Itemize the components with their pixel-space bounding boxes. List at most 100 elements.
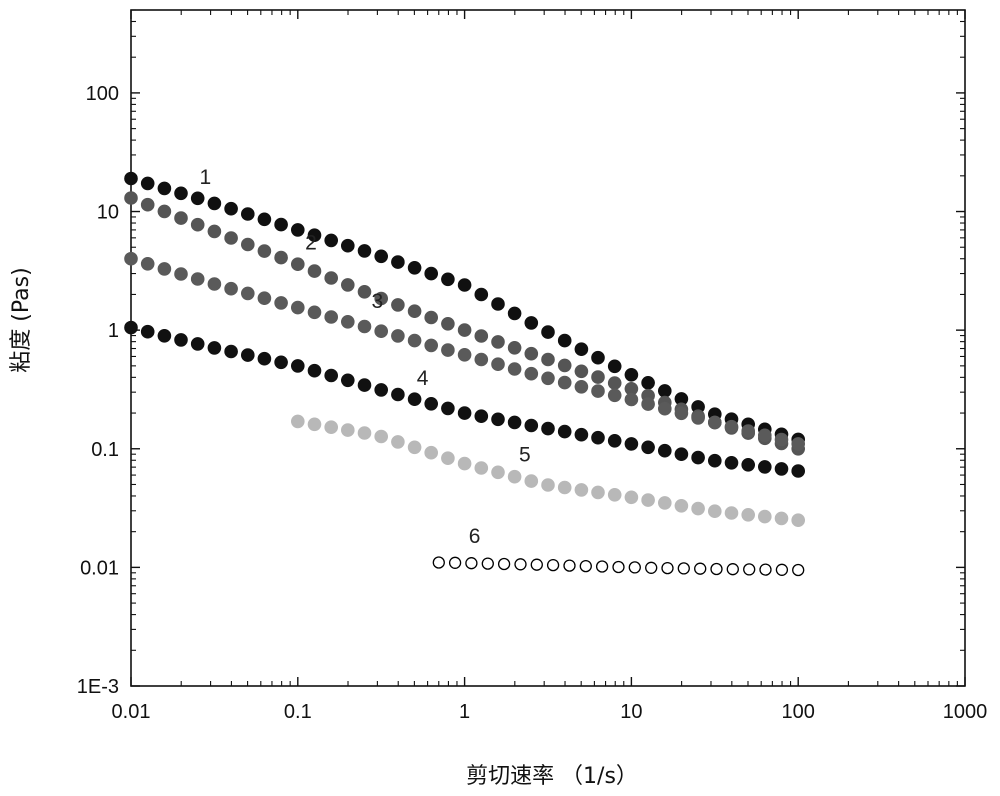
- series-3-point: [191, 273, 204, 286]
- series-3-point: [425, 339, 438, 352]
- series-3-point: [125, 252, 138, 265]
- series-6-point: [760, 564, 771, 575]
- series-2-point: [158, 205, 171, 218]
- series-5-point: [792, 514, 805, 527]
- series-3-point: [208, 278, 221, 291]
- series-4-point: [492, 413, 505, 426]
- series-1-point: [325, 234, 338, 247]
- series-1-point: [375, 250, 388, 263]
- series-5-point: [625, 491, 638, 504]
- series-6-point: [433, 557, 444, 568]
- series-2-point: [458, 324, 471, 337]
- series-4-point: [792, 465, 805, 478]
- series-4-point: [625, 437, 638, 450]
- series-5-point: [692, 502, 705, 515]
- series-2-point: [358, 285, 371, 298]
- series-1-point: [175, 187, 188, 200]
- series-3-point: [391, 329, 404, 342]
- series-4-point: [558, 425, 571, 438]
- series-6-point: [678, 563, 689, 574]
- series-3-point: [658, 402, 671, 415]
- series-6-point: [793, 565, 804, 576]
- series-1-point: [275, 218, 288, 231]
- series-3-point: [458, 348, 471, 361]
- series-5-point: [725, 507, 738, 520]
- series-5-point: [458, 457, 471, 470]
- series-4-point: [275, 356, 288, 369]
- series-3-point: [608, 389, 621, 402]
- series-3-point: [775, 433, 788, 446]
- series-5-point: [408, 441, 421, 454]
- series-1-point: [408, 261, 421, 274]
- series-4-point: [208, 341, 221, 354]
- series-4-point: [341, 374, 354, 387]
- series-2-point: [575, 365, 588, 378]
- series-4-label: 4: [417, 367, 429, 390]
- series-3-point: [275, 296, 288, 309]
- series-4-point: [458, 407, 471, 420]
- series-3-point: [408, 334, 421, 347]
- series-3-point: [358, 320, 371, 333]
- series-5-point: [492, 466, 505, 479]
- series-4-point: [391, 388, 404, 401]
- series-5-point: [742, 508, 755, 521]
- series-1-point: [658, 384, 671, 397]
- series-6-point: [515, 559, 526, 570]
- series-5-point: [558, 481, 571, 494]
- series-3-point: [525, 367, 538, 380]
- series-1-point: [191, 192, 204, 205]
- series-5-point: [441, 452, 454, 465]
- series-3-point: [725, 420, 738, 433]
- series-4-point: [141, 325, 154, 338]
- series-1-label: 1: [200, 166, 212, 189]
- series-4-point: [441, 402, 454, 415]
- series-2-point: [441, 317, 454, 330]
- series-3-point: [175, 268, 188, 281]
- series-4-point: [692, 451, 705, 464]
- series-1-point: [441, 273, 454, 286]
- series-4-point: [241, 349, 254, 362]
- series-5-point: [592, 486, 605, 499]
- series-1-point: [558, 334, 571, 347]
- y-axis-title: 粘度 (Pas): [9, 267, 34, 372]
- series-1-point: [208, 197, 221, 210]
- series-4-point: [358, 379, 371, 392]
- series-2-point: [191, 218, 204, 231]
- series-2-point: [492, 335, 505, 348]
- series-3-point: [241, 287, 254, 300]
- series-3-label: 3: [372, 290, 384, 313]
- series-5-point: [542, 479, 555, 492]
- series-4-point: [542, 422, 555, 435]
- series-3-point: [642, 398, 655, 411]
- series-1-point: [575, 343, 588, 356]
- series-3-point: [692, 411, 705, 424]
- x-tick-label: 0.1: [284, 701, 312, 723]
- series-4-point: [658, 444, 671, 457]
- series-2-point: [258, 245, 271, 258]
- series-2-point: [425, 311, 438, 324]
- series-3-point: [492, 358, 505, 371]
- series-6-point: [580, 561, 591, 572]
- series-2-point: [225, 232, 238, 245]
- x-tick-label: 10: [620, 701, 642, 723]
- series-3-point: [441, 344, 454, 357]
- series-3-point: [141, 257, 154, 270]
- series-5-point: [525, 475, 538, 488]
- series-4-point: [642, 441, 655, 454]
- series-3-point: [542, 372, 555, 385]
- series-6-point: [613, 562, 624, 573]
- series-4-point: [291, 359, 304, 372]
- series-1-point: [141, 177, 154, 190]
- series-5-point: [775, 512, 788, 525]
- series-1-point: [358, 244, 371, 257]
- series-5-point: [508, 470, 521, 483]
- series-1-point: [458, 279, 471, 292]
- series-5-point: [575, 483, 588, 496]
- series-3-point: [225, 282, 238, 295]
- x-tick-label: 1: [459, 701, 470, 723]
- series-4-point: [575, 428, 588, 441]
- series-6-point: [629, 562, 640, 573]
- data-points: [125, 172, 805, 576]
- series-4-point: [708, 454, 721, 467]
- y-tick-label: 10: [97, 202, 119, 224]
